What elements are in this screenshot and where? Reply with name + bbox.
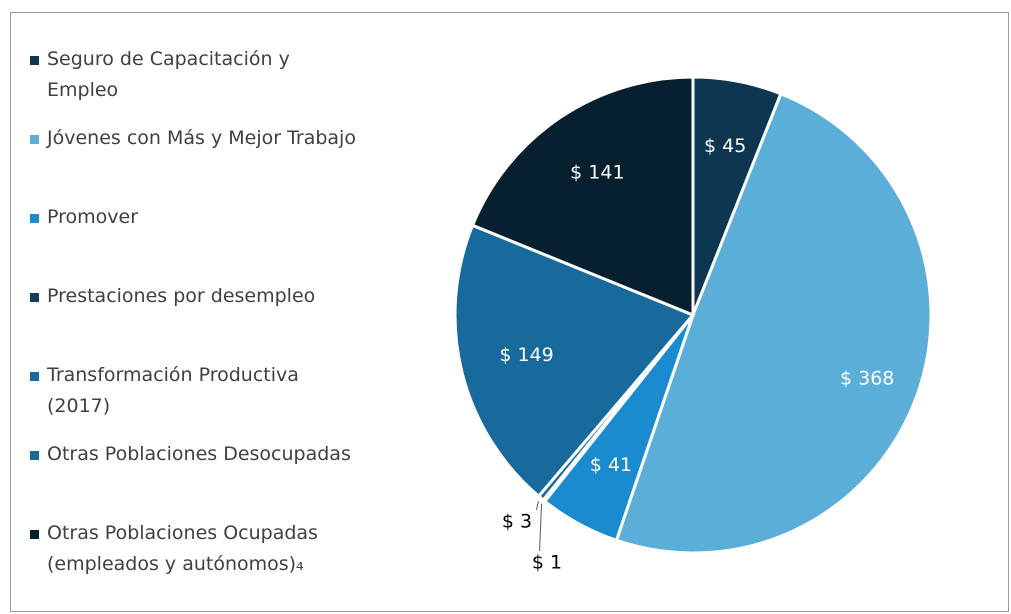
legend-item: Prestaciones por desempleo xyxy=(30,281,360,360)
data-label: $ 368 xyxy=(840,368,894,390)
legend-item: Transformación Productiva (2017) xyxy=(30,360,360,439)
legend-item: Seguro de Capacitación y Empleo xyxy=(30,44,360,123)
legend-label: Seguro de Capacitación y Empleo xyxy=(47,48,290,101)
pie-slice xyxy=(453,223,696,499)
legend-item: Promover xyxy=(30,202,360,281)
leader-line xyxy=(539,503,543,552)
data-label: $ 41 xyxy=(590,454,632,476)
legend-label: Prestaciones por desempleo xyxy=(47,285,316,307)
legend-swatch xyxy=(30,214,39,223)
legend-label: Promover xyxy=(47,206,139,228)
legend-label: Jóvenes con Más y Mejor Trabajo xyxy=(47,127,356,149)
legend-label: Otras Poblaciones Ocupadas (empleados y … xyxy=(47,522,318,575)
pie-slice xyxy=(614,91,933,555)
data-label: $ 45 xyxy=(704,135,746,157)
legend-swatch xyxy=(30,372,39,381)
frame xyxy=(10,12,1009,612)
legend-item: Jóvenes con Más y Mejor Trabajo xyxy=(30,123,360,202)
legend-swatch xyxy=(30,135,39,144)
legend-item: Otras Poblaciones Ocupadas (empleados y … xyxy=(30,518,360,597)
legend-swatch xyxy=(30,56,39,65)
data-label: $ 141 xyxy=(570,161,624,183)
legend-swatch xyxy=(30,293,39,302)
legend-swatch xyxy=(30,530,39,539)
legend-item: Otras Poblaciones Desocupadas xyxy=(30,439,360,518)
legend-label: Otras Poblaciones Desocupadas xyxy=(47,443,351,465)
leader-line xyxy=(535,501,539,511)
pie-slice xyxy=(470,75,695,318)
legend: Seguro de Capacitación y Empleo Jóvenes c… xyxy=(30,44,360,597)
data-label: $ 149 xyxy=(499,344,553,366)
data-label: $ 1 xyxy=(532,552,562,574)
data-label: $ 3 xyxy=(502,511,532,533)
legend-swatch xyxy=(30,451,39,460)
legend-label: Transformación Productiva (2017) xyxy=(47,364,299,417)
